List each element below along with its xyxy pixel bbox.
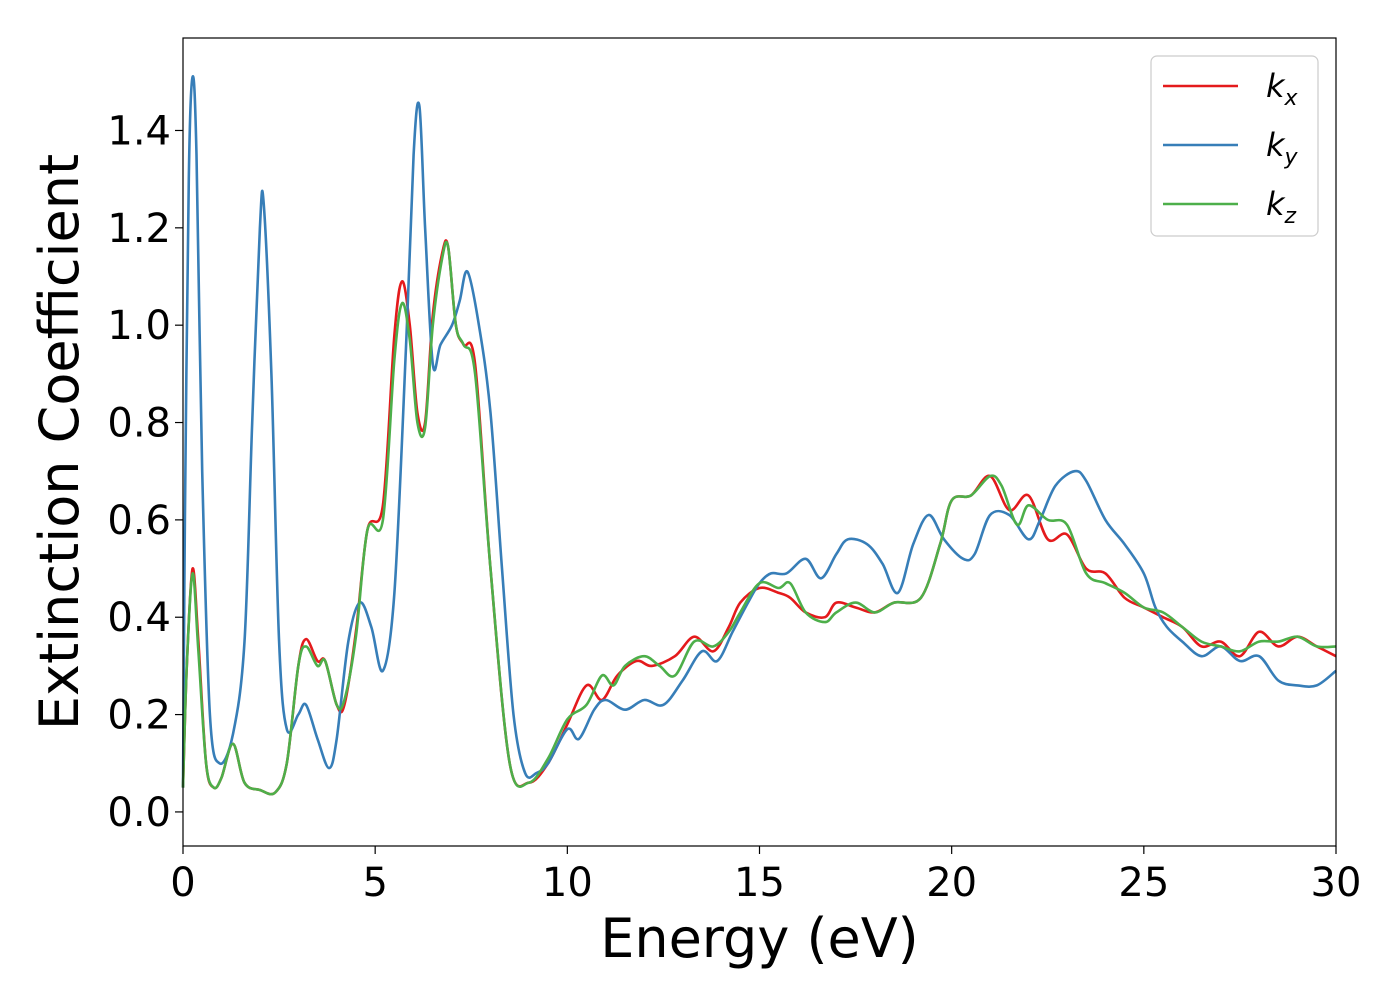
y-axis-label: Extinction Coefficient bbox=[28, 154, 91, 730]
series-line-y bbox=[181, 75, 1337, 788]
x-tick-label: 30 bbox=[1311, 860, 1362, 906]
legend-label-y: ky bbox=[1266, 126, 1299, 170]
y-axis-ticks: 0.0 0.2 0.4 0.6 0.8 1.0 1.2 1.4 bbox=[107, 108, 183, 836]
y-tick-label: 1.2 bbox=[107, 206, 171, 252]
x-tick-label: 15 bbox=[734, 860, 785, 906]
x-axis-ticks: 0 5 10 15 20 25 30 bbox=[170, 846, 1361, 906]
y-tick-label: 0.2 bbox=[107, 693, 171, 739]
x-tick-label: 20 bbox=[926, 860, 977, 906]
series-layer bbox=[181, 75, 1337, 796]
x-axis-label: Energy (eV) bbox=[600, 907, 919, 970]
x-tick-label: 25 bbox=[1118, 860, 1169, 906]
y-tick-label: 1.4 bbox=[107, 108, 171, 154]
x-tick-label: 5 bbox=[362, 860, 387, 906]
y-tick-label: 0.8 bbox=[107, 401, 171, 447]
series-line-z bbox=[181, 240, 1337, 796]
y-tick-label: 0.6 bbox=[107, 498, 171, 544]
legend-label-z: kz bbox=[1266, 185, 1297, 229]
legend-label-x: kx bbox=[1266, 67, 1299, 111]
y-tick-label: 0.0 bbox=[107, 790, 171, 836]
x-tick-label: 0 bbox=[170, 860, 195, 906]
x-tick-label: 10 bbox=[542, 860, 593, 906]
plot-background bbox=[183, 38, 1336, 846]
y-tick-label: 0.4 bbox=[107, 595, 171, 641]
legend: kx ky kz bbox=[1150, 55, 1319, 237]
y-tick-label: 1.0 bbox=[107, 303, 171, 349]
